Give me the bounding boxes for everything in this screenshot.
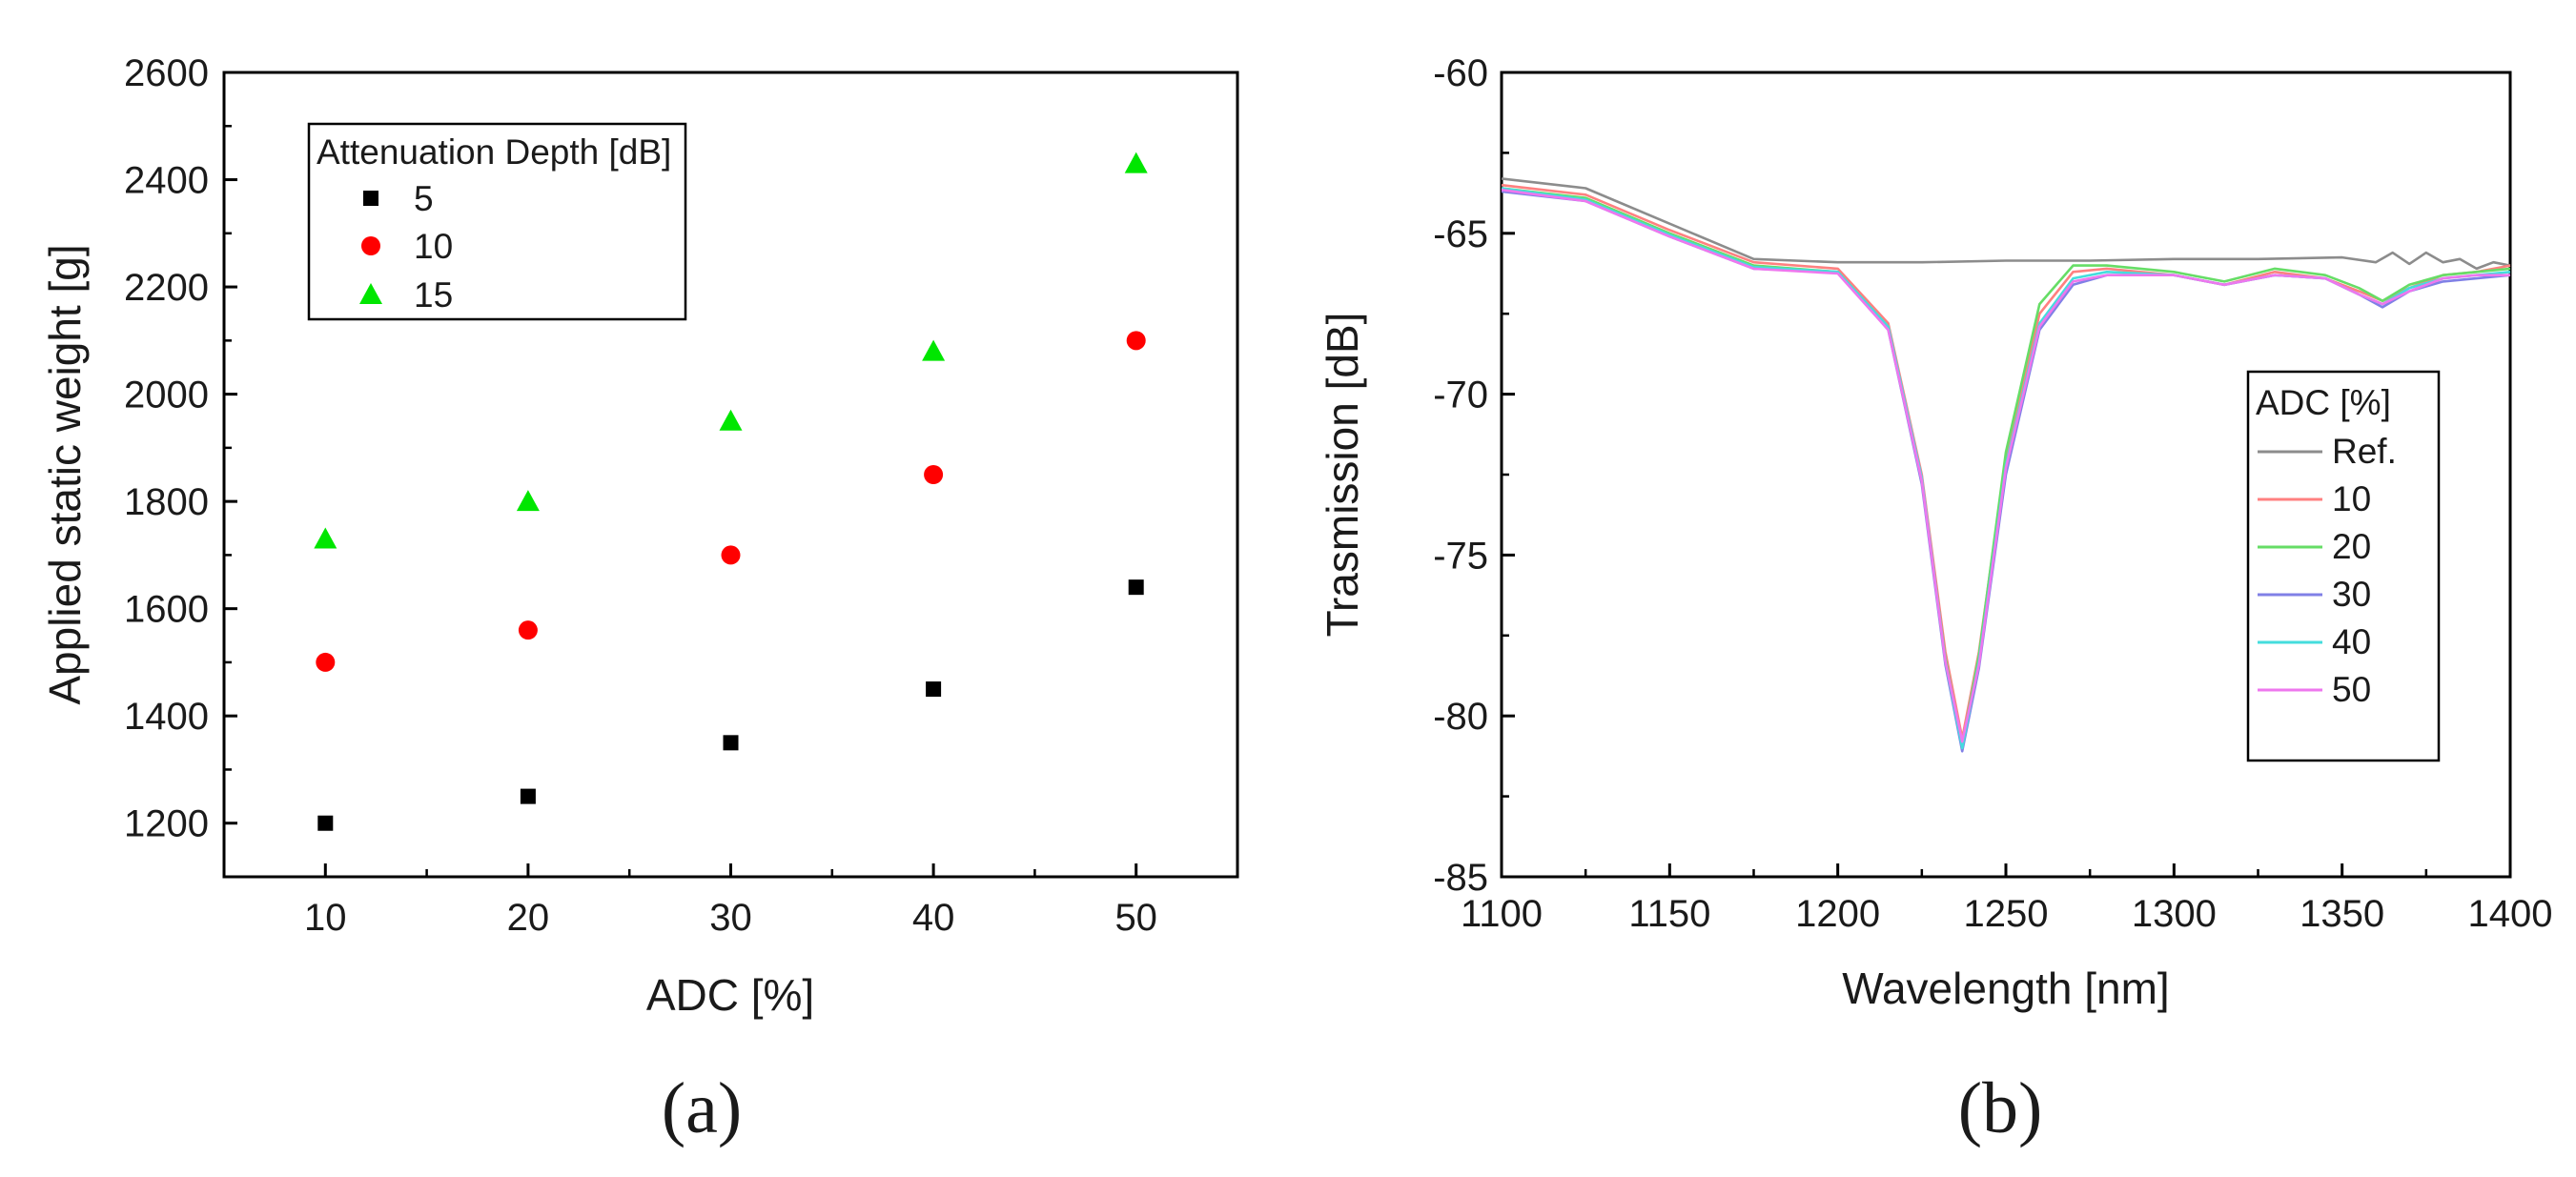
a-xtick-label: 30 [709, 897, 752, 939]
chart-b-legend-items: Ref. 10 20 30 40 50 [2258, 432, 2397, 709]
b-legend-label-30: 30 [2332, 575, 2371, 614]
a-ytick-label: 2000 [124, 375, 209, 416]
b-xtick-label: 1350 [2300, 893, 2384, 935]
a-point-depth-15 [516, 490, 540, 512]
panel-a-label: (a) [662, 1068, 742, 1148]
a-xtick-label: 10 [304, 897, 347, 939]
a-ytick-label: 1800 [124, 481, 209, 523]
b-xtick-label: 1400 [2468, 893, 2553, 935]
a-xtick-label: 20 [507, 897, 550, 939]
b-series-line-Ref [1501, 177, 2511, 271]
a-point-depth-10 [1126, 331, 1146, 351]
b-xtick-label: 1100 [1461, 893, 1543, 935]
a-point-depth-10 [316, 652, 336, 672]
chart-b-legend-title: ADC [%] [2256, 383, 2391, 422]
a-xtick-label: 50 [1114, 897, 1157, 939]
b-legend-label-40: 40 [2332, 622, 2371, 661]
a-point-depth-15 [1124, 152, 1148, 173]
a-ytick-label: 1200 [124, 803, 209, 845]
a-point-depth-15 [922, 339, 946, 361]
chart-a-legend: Attenuation Depth [dB] 5 10 15 [307, 122, 687, 321]
legend-label-10: 10 [414, 227, 453, 266]
b-legend-label-20: 20 [2332, 527, 2371, 566]
b-series-line-50 [1501, 188, 2510, 743]
b-xtick-label: 1150 [1628, 893, 1710, 935]
chart-a-points [314, 152, 1148, 831]
chart-a-legend-title: Attenuation Depth [dB] [317, 132, 671, 172]
a-point-depth-5 [723, 735, 739, 751]
b-ytick-label: -70 [1433, 375, 1488, 416]
b-xtick-label: 1200 [1795, 893, 1880, 935]
a-point-depth-10 [518, 620, 538, 640]
a-point-depth-5 [926, 681, 942, 698]
a-point-depth-15 [314, 527, 337, 549]
chart-b-ylabel: Trasmission [dB] [1318, 313, 1367, 638]
a-ytick-label: 1400 [124, 696, 209, 738]
chart-b-legend-box [2246, 370, 2441, 762]
b-ytick-label: -75 [1433, 535, 1488, 577]
a-point-depth-15 [719, 409, 743, 431]
a-point-depth-5 [317, 815, 334, 831]
b-ytick-label: -65 [1433, 213, 1488, 255]
chart-b-lines [1501, 177, 2511, 753]
panel-b-label: (b) [1958, 1068, 2043, 1148]
a-point-depth-5 [1128, 579, 1144, 596]
chart-a-ticks: 10 20 30 40 50 1200 1400 1600 1800 2000 2200 2400 26… [124, 52, 1239, 939]
a-xtick-label: 40 [912, 897, 955, 939]
b-ytick-label: -80 [1433, 696, 1488, 738]
b-ytick-label: -85 [1433, 857, 1488, 899]
a-point-depth-5 [520, 788, 536, 804]
a-ytick-label: 2600 [124, 52, 209, 94]
chart-b-legend: ADC [%] Ref. 10 20 30 40 50 [2246, 370, 2441, 762]
chart-a-xlabel: ADC [%] [646, 970, 814, 1020]
chart-a: 10 20 30 40 50 1200 1400 1600 1800 2000 2200 2400 26… [40, 52, 1239, 1020]
a-ytick-label: 2200 [124, 267, 209, 309]
b-xtick-label: 1300 [2132, 893, 2217, 935]
chart-b: 1100 1150 1200 1250 1300 1350 1400 -85 -80 -75 -70… [1318, 52, 2552, 1013]
a-point-depth-10 [721, 545, 741, 565]
a-point-depth-10 [924, 465, 944, 484]
legend-label-15: 15 [414, 275, 453, 315]
b-legend-label-Ref: Ref. [2332, 432, 2397, 471]
b-xtick-label: 1250 [1964, 893, 2049, 935]
b-legend-label-10: 10 [2332, 479, 2371, 518]
legend-marker-circle [361, 236, 380, 255]
a-ytick-label: 1600 [124, 589, 209, 631]
legend-marker-triangle [359, 283, 382, 304]
b-ytick-label: -60 [1433, 52, 1488, 94]
legend-label-5: 5 [414, 179, 434, 218]
legend-marker-square [363, 191, 378, 206]
b-legend-label-50: 50 [2332, 670, 2371, 709]
chart-b-ticks: 1100 1150 1200 1250 1300 1350 1400 -85 -80 -75 -70… [1433, 52, 2552, 935]
a-ytick-label: 2400 [124, 160, 209, 202]
chart-b-xlabel: Wavelength [nm] [1842, 964, 2169, 1013]
chart-a-ylabel: Applied static weight [g] [40, 244, 90, 704]
